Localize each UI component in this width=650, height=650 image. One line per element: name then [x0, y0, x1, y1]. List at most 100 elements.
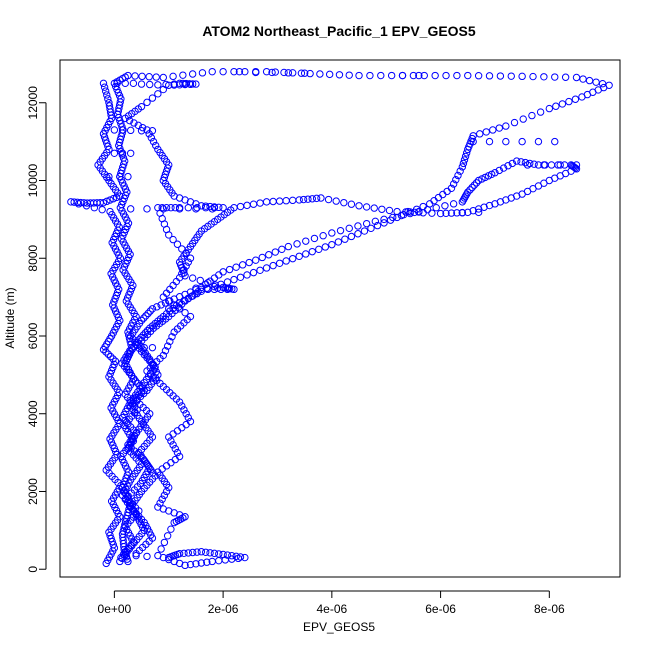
data-point: [148, 343, 157, 352]
data-point: [143, 205, 151, 213]
data-point: [499, 164, 508, 172]
data-point: [485, 201, 494, 210]
data-point: [167, 437, 175, 445]
data-point: [393, 207, 401, 216]
data-point: [134, 121, 142, 130]
data-point: [485, 72, 494, 80]
data-point: [262, 264, 271, 272]
data-point: [328, 240, 336, 249]
data-point: [106, 207, 114, 216]
data-point: [103, 139, 111, 147]
data-point: [165, 305, 173, 313]
data-point: [319, 232, 327, 240]
data-point: [540, 73, 548, 81]
data-point: [197, 287, 206, 295]
data-point: [275, 259, 284, 267]
data-point: [219, 67, 227, 76]
data-point: [393, 213, 401, 222]
data-point: [224, 284, 233, 292]
data-point: [469, 137, 477, 146]
data-point: [367, 224, 375, 233]
data-point: [518, 137, 526, 146]
data-point: [558, 100, 567, 108]
data-point: [180, 549, 188, 557]
data-point: [132, 551, 140, 560]
data-point: [109, 195, 117, 203]
data-point: [529, 72, 537, 81]
data-point: [154, 204, 162, 212]
data-series: [116, 157, 581, 566]
data-point: [404, 207, 412, 216]
data-point: [504, 162, 512, 170]
data-point: [119, 154, 128, 162]
data-point: [188, 274, 197, 282]
data-point: [284, 242, 293, 251]
data-point: [447, 209, 456, 217]
data-point: [482, 128, 490, 136]
data-point: [508, 159, 517, 168]
data-point: [153, 303, 161, 311]
data-point: [98, 205, 106, 214]
data-point: [449, 180, 458, 188]
data-point: [271, 68, 279, 76]
data-point: [105, 172, 113, 181]
data-point: [210, 549, 219, 558]
data-point: [109, 301, 117, 309]
data-point: [230, 67, 238, 76]
y-tick-label: 4000: [26, 400, 40, 427]
data-point: [175, 79, 184, 88]
data-point: [495, 124, 503, 132]
data-point: [578, 93, 586, 101]
data-point: [464, 208, 472, 217]
data-point: [140, 314, 148, 322]
data-point: [137, 80, 146, 88]
x-tick-label: 2e-06: [208, 602, 239, 616]
data-point: [204, 279, 212, 287]
data-point: [129, 375, 138, 383]
data-point: [138, 123, 147, 132]
data-point: [355, 71, 363, 80]
data-point: [370, 204, 378, 212]
data-point: [230, 275, 238, 284]
data-point: [137, 333, 145, 342]
y-axis: 0 2000 4000 6000 8000 10000 12000: [26, 86, 47, 573]
data-point: [126, 126, 135, 135]
plot-area-border: [59, 59, 621, 578]
data-point: [105, 99, 113, 107]
data-point: [468, 183, 476, 192]
data-point: [236, 273, 245, 281]
data-point: [154, 145, 162, 154]
data-point: [341, 235, 349, 243]
data-point: [118, 126, 127, 134]
data-point: [362, 219, 371, 228]
data-point: [192, 205, 200, 213]
data-point: [485, 137, 494, 146]
data-point: [308, 247, 316, 256]
data-point: [308, 195, 316, 203]
data-point: [180, 266, 188, 274]
data-point: [334, 238, 343, 246]
data-point: [470, 181, 478, 189]
data-point: [441, 202, 449, 210]
data-point: [385, 206, 394, 215]
data-point: [193, 548, 201, 556]
data-point: [126, 149, 135, 157]
data-point: [518, 72, 526, 81]
data-point: [397, 211, 406, 220]
data-point: [528, 111, 536, 120]
data-series: [121, 79, 249, 570]
data-point: [389, 213, 397, 222]
data-point: [163, 532, 172, 540]
data-point: [143, 552, 151, 561]
data-point: [158, 204, 166, 212]
data-point: [154, 503, 162, 511]
data-point: [208, 205, 216, 213]
data-point: [449, 200, 458, 208]
data-point: [99, 198, 108, 207]
data-point: [131, 377, 140, 385]
data-point: [202, 548, 210, 556]
data-point: [158, 495, 166, 503]
data-point: [170, 80, 178, 88]
data-point: [489, 126, 497, 134]
data-point: [144, 309, 152, 318]
